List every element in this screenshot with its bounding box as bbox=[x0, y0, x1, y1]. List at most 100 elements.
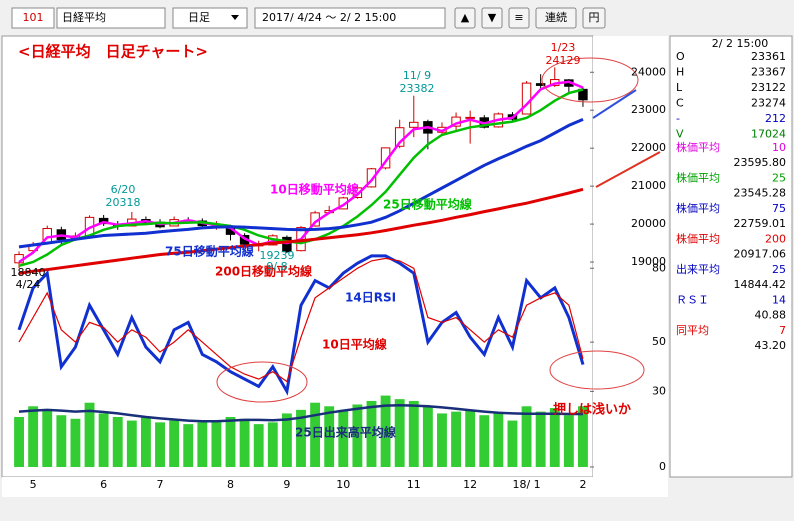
volume-bar bbox=[549, 408, 560, 467]
candle-body bbox=[352, 187, 363, 199]
volume-bar bbox=[112, 417, 123, 467]
indicator-value: 20917.06 bbox=[734, 248, 787, 261]
indicator-period: 25 bbox=[772, 263, 786, 276]
indicator-label: 株価平均 bbox=[676, 171, 720, 185]
plot bbox=[14, 67, 588, 467]
name-box[interactable] bbox=[56, 7, 166, 29]
x-tick-label: 18/ 1 bbox=[512, 478, 540, 491]
series-label: 10日平均線 bbox=[322, 337, 387, 352]
rsi-tick-label: 80 bbox=[652, 261, 666, 274]
x-tick-label: 5 bbox=[30, 478, 37, 491]
moving-average-line bbox=[18, 187, 584, 275]
volume-bar bbox=[493, 413, 504, 467]
toolbar-button[interactable] bbox=[582, 7, 606, 29]
point-label-date: 9/ 8 bbox=[266, 260, 287, 273]
period-select[interactable] bbox=[172, 7, 248, 29]
point-label-date: 11/ 9 bbox=[403, 69, 431, 82]
price-tick-label: 22000 bbox=[631, 141, 666, 154]
moving-average-line bbox=[18, 118, 584, 249]
x-tick-label: 2 bbox=[579, 478, 586, 491]
x-tick-label: 7 bbox=[157, 478, 164, 491]
info-value: 23367 bbox=[751, 66, 786, 79]
volume-bar bbox=[310, 402, 321, 467]
point-label-date: 1/23 bbox=[551, 41, 576, 54]
series-label: 25日移動平均線 bbox=[383, 197, 472, 212]
code: 101 bbox=[23, 11, 44, 24]
toolbar-button[interactable] bbox=[508, 7, 530, 29]
volume-bar bbox=[535, 411, 546, 467]
note: 押しは浅いか bbox=[553, 402, 631, 418]
point-label-price: 24129 bbox=[546, 54, 581, 67]
volume-bar bbox=[98, 413, 109, 467]
candle-body bbox=[282, 236, 292, 253]
price-tick-label: 21000 bbox=[631, 179, 666, 192]
point-label-date: 6/20 bbox=[111, 183, 136, 196]
toolbar-button[interactable] bbox=[454, 7, 476, 29]
volume-bar bbox=[394, 399, 405, 467]
volume-bar bbox=[56, 415, 67, 467]
volume-bar bbox=[437, 413, 447, 467]
volume-bar bbox=[169, 420, 180, 467]
range-box[interactable] bbox=[254, 7, 446, 29]
info-value: 23361 bbox=[751, 50, 786, 63]
toolbar-button-label: ≡ bbox=[514, 11, 523, 24]
indicator-label: ＲＳＩ bbox=[676, 294, 709, 307]
info-key: C bbox=[676, 97, 684, 110]
indicator-label: 出来平均 bbox=[676, 262, 720, 276]
series-label: 75日移動平均線 bbox=[165, 244, 254, 259]
volume-bar bbox=[14, 417, 24, 467]
volume-bar bbox=[281, 413, 292, 467]
volume-tick-label: 0 bbox=[659, 460, 666, 473]
info-value: 212 bbox=[765, 112, 786, 125]
period: 日足 bbox=[188, 11, 210, 24]
point-label-price: 23382 bbox=[400, 82, 435, 95]
indicator-value: 14844.42 bbox=[734, 278, 787, 291]
x-tick-label: 12 bbox=[463, 478, 477, 491]
indicator-period: 14 bbox=[772, 294, 786, 307]
series-label: 14日RSI bbox=[345, 291, 396, 305]
indicator-label: 株価平均 bbox=[676, 201, 720, 215]
volume-bar bbox=[408, 400, 419, 467]
indicator-period: 7 bbox=[779, 324, 786, 337]
info-key: H bbox=[676, 66, 684, 79]
volume-bar bbox=[84, 402, 95, 467]
annotations-shapes bbox=[216, 57, 661, 403]
price-tick-label: 23000 bbox=[631, 103, 666, 116]
indicator-period: 200 bbox=[765, 233, 786, 246]
indicator-period: 75 bbox=[772, 202, 786, 215]
toolbar-button[interactable] bbox=[535, 7, 577, 29]
info-panel bbox=[669, 35, 793, 478]
highlight-ellipse bbox=[216, 361, 308, 403]
indicator-value: 40.88 bbox=[755, 309, 787, 322]
point-label-price: 20318 bbox=[106, 196, 141, 209]
volume-bar bbox=[211, 420, 222, 467]
toolbar-button[interactable] bbox=[481, 7, 503, 29]
highlight-ellipse bbox=[549, 350, 645, 390]
rsi-line bbox=[17, 254, 585, 396]
rsi-tick-label: 50 bbox=[652, 335, 666, 348]
volume-bar bbox=[253, 424, 264, 467]
candle-body bbox=[521, 82, 532, 115]
indicator-label: 同平均 bbox=[676, 324, 709, 337]
volume-average-line bbox=[18, 403, 583, 423]
info-value: 23274 bbox=[751, 97, 786, 110]
candle-body bbox=[409, 121, 419, 128]
volume-bar bbox=[42, 409, 53, 467]
volume-bar bbox=[155, 422, 165, 467]
volume-bar bbox=[140, 417, 151, 467]
volume-bar bbox=[324, 406, 335, 467]
chart-title: <日経平均 日足チャート> bbox=[18, 43, 208, 61]
x-tick-label: 6 bbox=[100, 478, 107, 491]
trend-arrow bbox=[592, 89, 637, 119]
series-label: 25日出来高平均線 bbox=[295, 425, 396, 440]
toolbar-button-label: 円 bbox=[589, 11, 600, 24]
indicator-period: 10 bbox=[772, 141, 786, 154]
code-box[interactable] bbox=[11, 7, 55, 29]
indicator-value: 22759.01 bbox=[734, 217, 787, 230]
volume-bar bbox=[563, 415, 574, 467]
indicator-value: 23545.28 bbox=[734, 187, 787, 200]
volume-bar bbox=[197, 422, 208, 467]
indicator-label: 株価平均 bbox=[676, 140, 720, 154]
x-tick-label: 10 bbox=[336, 478, 350, 491]
indicator-value: 43.20 bbox=[755, 339, 787, 352]
